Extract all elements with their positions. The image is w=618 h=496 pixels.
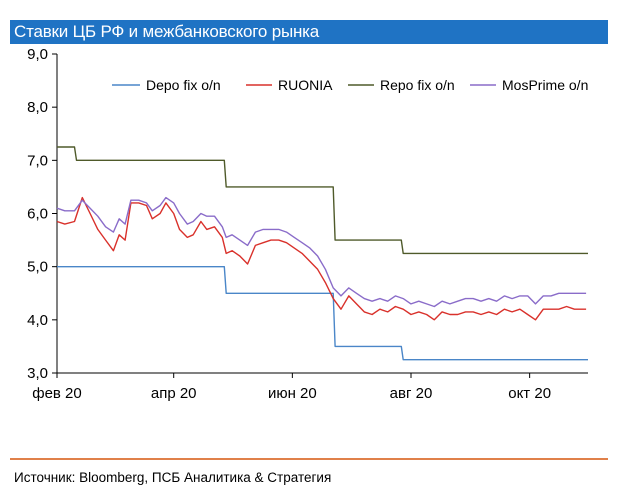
legend-label: Depo fix o/n: [146, 77, 221, 93]
series-line-mosprime-o-n: [56, 196, 587, 308]
series-line-depo-fix-o-n: [57, 266, 588, 361]
y-tick-label: 5,0: [27, 259, 48, 276]
legend-label: MosPrime o/n: [502, 77, 588, 93]
x-tick-label: окт 20: [508, 385, 551, 402]
series-line-ruonia: [56, 196, 587, 321]
x-tick-label: авг 20: [390, 385, 433, 402]
chart-title: Ставки ЦБ РФ и межбанковского рынка: [10, 20, 608, 44]
x-tick-label: апр 20: [151, 385, 197, 402]
x-tick-label: июн 20: [268, 385, 317, 402]
y-tick-label: 8,0: [27, 99, 48, 116]
y-tick-label: 9,0: [27, 46, 48, 63]
y-tick-label: 6,0: [27, 206, 48, 223]
y-tick-label: 3,0: [27, 365, 48, 382]
y-tick-label: 7,0: [27, 152, 48, 169]
source-divider: [10, 458, 608, 460]
y-tick-label: 4,0: [27, 312, 48, 329]
legend-label: RUONIA: [278, 77, 333, 93]
series-line-repo-fix-o-n: [57, 146, 588, 255]
x-tick-label: фев 20: [32, 385, 82, 402]
legend-label: Repo fix o/n: [380, 77, 455, 93]
source-note: Источник: Bloomberg, ПСБ Аналитика & Стр…: [14, 470, 332, 485]
line-chart: 3,0 4,0 5,0 6,0 7,0 8,0 9,0 фев 20 апр 20 июн 20 а…: [27, 46, 588, 402]
